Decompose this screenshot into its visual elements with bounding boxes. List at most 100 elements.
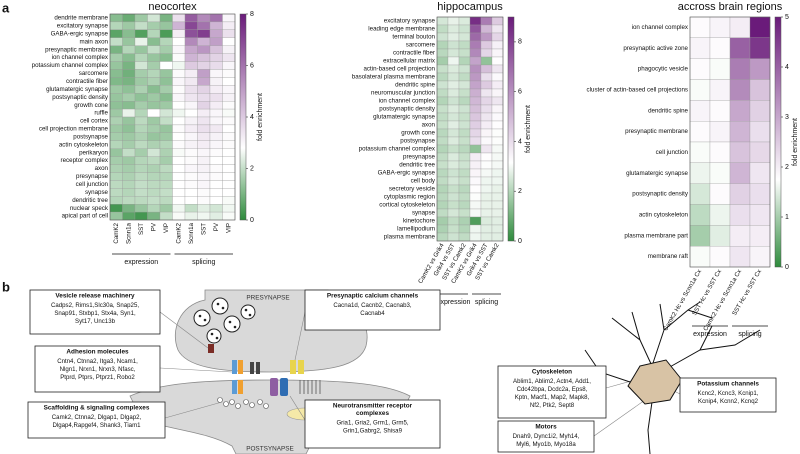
gene-list: Gria1, Gria2, Grm1, Grm5,: [336, 420, 408, 427]
heatmap-cell: [134, 116, 148, 126]
heatmap-cell: [729, 16, 751, 38]
heatmap-cell: [480, 144, 493, 154]
heatmap-cell: [209, 69, 223, 78]
heatmap-cell: [436, 104, 449, 114]
heatmap-cell: [689, 100, 711, 122]
heatmap-cell: [480, 16, 493, 26]
heatmap-cell: [197, 172, 211, 181]
row-label: receptor complex: [61, 157, 109, 164]
heatmap-cell: [147, 148, 161, 157]
heatmap-cell: [709, 121, 731, 143]
heatmap-cell: [109, 37, 123, 46]
heatmap-cell: [436, 160, 449, 170]
heatmap-cell: [458, 184, 471, 194]
heatmap-cell: [480, 232, 493, 242]
heatmap-frame: [109, 13, 236, 221]
heatmap-cell: [447, 208, 460, 218]
heatmap-cell: [491, 152, 504, 162]
heatmap-cell: [172, 108, 186, 118]
colorbar-tick-label: 8: [250, 11, 254, 18]
heatmap-cell: [222, 37, 236, 46]
heatmap-cell: [480, 24, 493, 34]
heatmap-cell: [184, 69, 198, 78]
panel-label: a: [2, 0, 10, 15]
gene-list: Cacnab4: [360, 310, 385, 317]
heatmap-cell: [159, 61, 173, 70]
heatmap-cell: [134, 21, 148, 30]
gene-list: Nf2, Ptk2, Sept8: [530, 402, 575, 409]
heatmap-cell: [469, 136, 482, 146]
group-label: expression: [437, 299, 471, 306]
heatmap-cell: [469, 88, 482, 98]
heatmap-cell: [209, 211, 223, 221]
row-label: plasma membrane part: [624, 232, 688, 239]
column-label: VIP: [163, 223, 170, 233]
heatmap-cell: [184, 13, 198, 23]
heatmap-cell: [436, 136, 449, 146]
heatmap-cell: [480, 224, 493, 234]
postsynapse-label: POSTSYNAPSE: [246, 446, 294, 453]
heatmap-cell: [458, 120, 471, 130]
heatmap-cell: [729, 183, 751, 205]
heatmap-cell: [491, 40, 504, 50]
connector: [164, 401, 223, 419]
heatmap-cell: [749, 183, 771, 205]
row-label: contractile fiber: [393, 50, 435, 57]
heatmap-cell: [491, 200, 504, 210]
heatmap-cell: [122, 53, 136, 62]
heatmap-cell: [184, 108, 198, 118]
heatmap-cell: [184, 29, 198, 38]
chart-title: accross brain regions: [678, 1, 783, 13]
heatmap-cell: [480, 40, 493, 50]
heatmap-cell: [209, 21, 223, 30]
heatmap-cell: [197, 148, 211, 157]
heatmap-cell: [184, 164, 198, 173]
heatmap-cell: [197, 164, 211, 173]
heatmap-cell: [458, 88, 471, 98]
row-label: leading edge membrane: [368, 26, 435, 33]
heatmap-cell: [147, 211, 161, 221]
heatmap-cell: [491, 224, 504, 234]
heatmap-cell: [469, 16, 482, 26]
colorbar: [774, 16, 782, 268]
scaffold-unit: [235, 403, 241, 409]
annotation-box: [304, 399, 441, 449]
box-title: Scaffolding & signaling complexes: [44, 405, 150, 412]
heatmap-cell: [458, 48, 471, 58]
annotation-box: [497, 365, 607, 419]
row-label: GABA-ergic synapse: [51, 30, 109, 37]
row-label: cortical cytoskeleton: [379, 202, 435, 209]
heatmap-cell: [109, 116, 123, 126]
annotation-box: [34, 345, 161, 393]
row-label: synapse: [85, 189, 109, 196]
row-label: ion channel complex: [52, 54, 109, 61]
heatmap-cell: [458, 32, 471, 42]
heatmap-cell: [469, 176, 482, 186]
row-label: sarcomere: [406, 42, 436, 49]
heatmap-cell: [436, 80, 449, 90]
heatmap-cell: [122, 132, 136, 141]
heatmap-cell: [458, 96, 471, 106]
heatmap-cell: [109, 85, 123, 94]
heatmap-cell: [134, 172, 148, 181]
heatmap-cell: [729, 246, 751, 268]
box-title: Neurotransmitter receptor: [333, 403, 413, 410]
heatmap-cell: [436, 184, 449, 194]
heatmap-cell: [436, 16, 449, 26]
heatmap-frame: [689, 16, 771, 268]
heatmap-cell: [469, 216, 482, 226]
heatmap-cell: [172, 85, 186, 94]
presynapse-label: PRESYNAPSE: [246, 295, 289, 302]
heatmap-cell: [458, 72, 471, 82]
heatmap-cell: [436, 216, 449, 226]
row-label: postsynaptic density: [379, 106, 436, 113]
heatmap-cell: [209, 85, 223, 94]
column-label: CamK2: [113, 222, 120, 243]
heatmap-cell: [134, 140, 148, 149]
box-title: complexes: [356, 410, 389, 417]
heatmap-cell: [147, 61, 161, 70]
annotation-box: [679, 377, 777, 413]
heatmap-cell: [709, 183, 731, 205]
heatmap-cell: [480, 56, 493, 66]
heatmap-cell: [197, 211, 211, 221]
